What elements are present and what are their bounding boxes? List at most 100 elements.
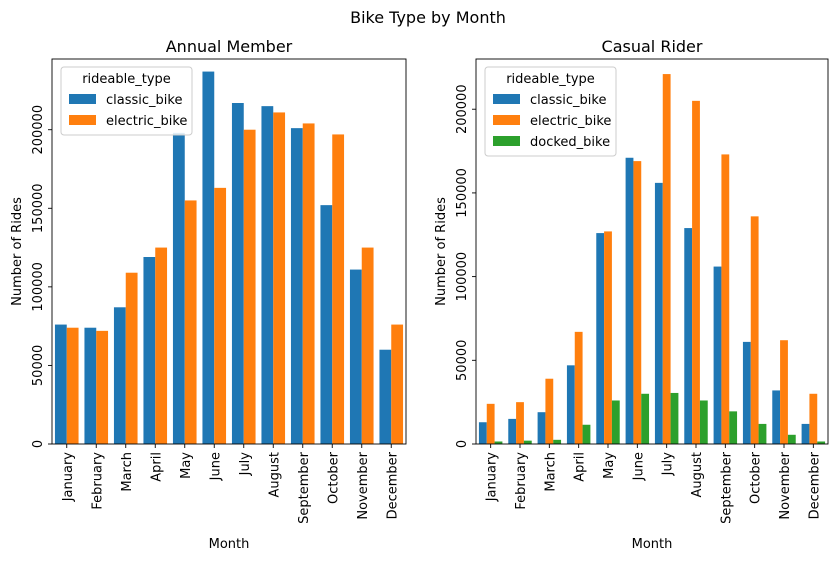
- bar-classic_bike: [508, 418, 517, 444]
- chart-title: Annual Member: [166, 37, 293, 56]
- x-tick-label: June: [631, 452, 646, 481]
- bar-electric_bike: [486, 403, 495, 444]
- x-tick-label: March: [120, 452, 135, 492]
- bar-classic_bike: [713, 266, 722, 444]
- bar-docked_bike: [729, 411, 738, 444]
- legend-swatch-classic_bike: [493, 94, 520, 104]
- bar-classic_bike: [566, 365, 575, 444]
- y-tick-label: 0: [31, 440, 46, 448]
- x-tick-label: April: [149, 452, 164, 482]
- legend-box: [484, 66, 617, 157]
- chart-panels: Annual Member 0 50000 100000 150000 200000 Jan…: [10, 37, 829, 552]
- bar-electric_bike: [391, 324, 404, 444]
- x-tick-label: June: [208, 452, 223, 481]
- x-tick-label: September: [719, 451, 734, 524]
- bar-electric_bike: [96, 330, 109, 444]
- legend: rideable_type classic_bike electric_bike: [60, 66, 193, 136]
- bar-classic_bike: [596, 233, 605, 444]
- bar-docked_bike: [641, 393, 650, 444]
- chart-panel-2: Casual Rider 0 50000 100000 150000 200000 Janu…: [434, 37, 829, 552]
- bar-classic_bike: [54, 324, 67, 444]
- x-tick-label: February: [514, 452, 529, 510]
- legend-label-docked_bike: docked_bike: [530, 135, 610, 150]
- x-axis-label: Month: [209, 537, 250, 552]
- x-tick-label: March: [543, 452, 558, 492]
- bar-electric_bike: [273, 112, 286, 445]
- bar-classic_bike: [113, 307, 126, 444]
- chart-title: Casual Rider: [602, 37, 703, 56]
- bar-electric_bike: [721, 154, 730, 444]
- bar-classic_bike: [84, 327, 97, 444]
- bar-electric_bike: [692, 100, 700, 444]
- bar-docked_bike: [817, 441, 826, 444]
- y-axis-label: Number of Rides: [434, 197, 449, 306]
- y-tick-label: 150000: [31, 183, 46, 233]
- bar-docked_bike: [670, 392, 679, 444]
- bar-electric_bike: [809, 393, 818, 444]
- bar-classic_bike: [772, 390, 781, 444]
- x-tick-label: April: [573, 452, 588, 482]
- bar-electric_bike: [302, 123, 315, 445]
- x-tick-label: September: [297, 451, 312, 524]
- bar-classic_bike: [684, 228, 693, 444]
- legend-title: rideable_type: [82, 72, 171, 87]
- legend-title: rideable_type: [506, 72, 595, 87]
- legend-swatch-electric_bike: [69, 115, 96, 125]
- y-tick-label: 200000: [31, 105, 46, 155]
- x-tick-label: October: [749, 451, 764, 504]
- x-tick-label: May: [179, 452, 194, 479]
- bar-docked_bike: [787, 434, 796, 444]
- bar-classic_bike: [537, 412, 546, 444]
- y-tick-label: 100000: [31, 262, 46, 312]
- x-tick-label: July: [661, 452, 676, 477]
- legend-label-classic_bike: classic_bike: [106, 93, 182, 108]
- x-tick-label: May: [602, 452, 617, 479]
- bar-electric_bike: [516, 402, 524, 444]
- x-tick-label: August: [690, 452, 705, 498]
- bar-classic_bike: [231, 103, 244, 444]
- x-tick-label: January: [485, 452, 500, 503]
- bar-docked_bike: [758, 423, 767, 444]
- bar-electric_bike: [125, 272, 138, 444]
- bar-docked_bike: [611, 400, 620, 444]
- legend-label-classic_bike: classic_bike: [530, 93, 606, 108]
- bar-electric_bike: [662, 74, 671, 444]
- legend-label-electric_bike: electric_bike: [530, 114, 611, 129]
- bar-docked_bike: [553, 439, 562, 444]
- legend-swatch-electric_bike: [493, 115, 520, 125]
- legend-swatch-classic_bike: [69, 94, 96, 104]
- bar-docked_bike: [699, 400, 708, 444]
- x-tick-label: December: [385, 451, 400, 519]
- bar-electric_bike: [604, 231, 612, 444]
- bar-classic_bike: [202, 71, 215, 444]
- legend-swatch-docked_bike: [493, 136, 520, 146]
- x-tick-label: August: [267, 452, 282, 498]
- bar-docked_bike: [494, 441, 503, 444]
- bar-classic_bike: [261, 106, 274, 444]
- x-tick-label: October: [326, 451, 341, 504]
- bar-electric_bike: [545, 378, 554, 444]
- plot-frame: [51, 58, 407, 445]
- y-tick-label: 0: [455, 440, 470, 448]
- y-tick-label: 200000: [455, 84, 470, 134]
- bar-docked_bike: [582, 424, 591, 444]
- plot-frame: [475, 58, 829, 445]
- bar-classic_bike: [478, 422, 487, 444]
- bar-classic_bike: [625, 157, 634, 444]
- x-tick-label: December: [807, 451, 822, 519]
- figure-title: Bike Type by Month: [350, 8, 506, 27]
- bar-classic_bike: [320, 205, 333, 444]
- y-tick-label: 50000: [31, 345, 46, 386]
- x-tick-label: February: [90, 452, 105, 510]
- bar-classic_bike: [654, 182, 663, 444]
- bar-electric_bike: [780, 340, 788, 444]
- chart-panel-1: Annual Member 0 50000 100000 150000 200000 Jan…: [10, 37, 407, 552]
- bar-electric_bike: [361, 247, 374, 444]
- bar-electric_bike: [633, 161, 642, 445]
- bar-electric_bike: [155, 247, 168, 444]
- x-axis-label: Month: [632, 537, 673, 552]
- bar-classic_bike: [742, 341, 751, 444]
- bar-classic_bike: [143, 257, 156, 444]
- bar-classic_bike: [379, 349, 392, 444]
